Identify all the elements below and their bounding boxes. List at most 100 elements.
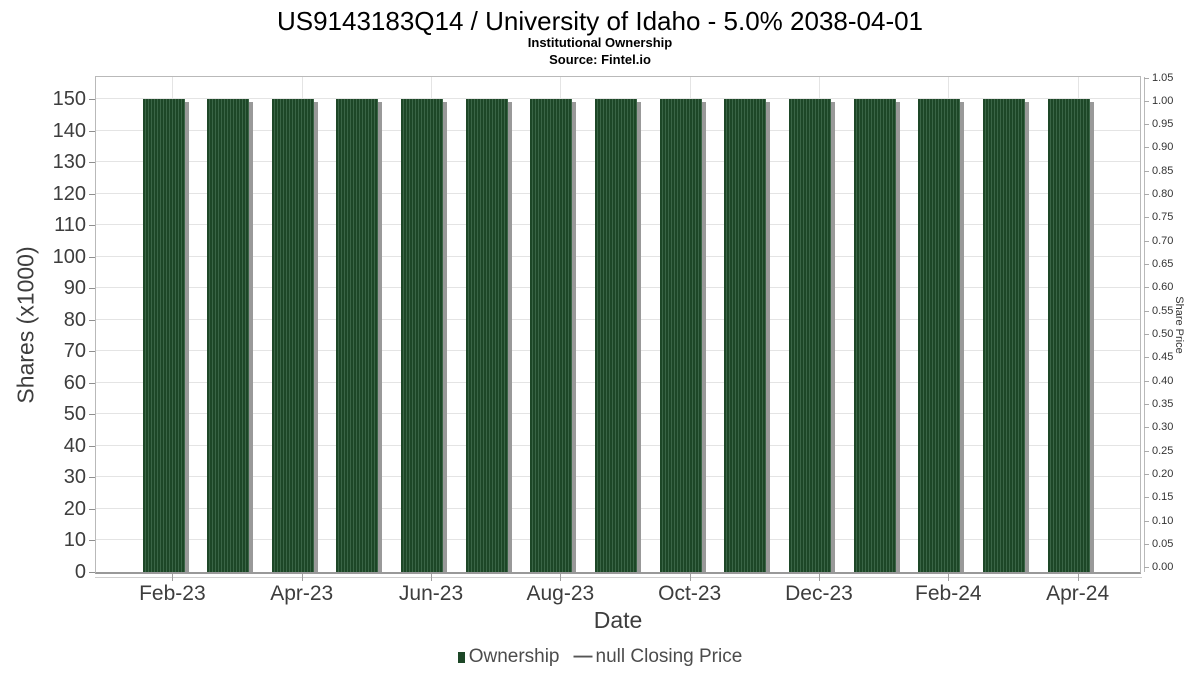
legend-item-ownership: Ownership (457, 646, 560, 668)
right-axis-tick-mark (1144, 310, 1149, 312)
y-axis-tick-label: 10 (63, 529, 86, 552)
y-axis-tick-mark (89, 477, 95, 479)
y-axis-tick-mark (89, 351, 95, 353)
right-axis-tick-mark (1144, 427, 1149, 429)
right-axis-tick-mark (1144, 380, 1149, 382)
right-axis-tick-label: 0.65 (1152, 258, 1174, 271)
y-axis-tick-label: 50 (63, 403, 86, 426)
ownership-bar[interactable] (465, 99, 508, 572)
plot-area (95, 76, 1141, 574)
right-axis-tick-mark (1144, 334, 1149, 336)
right-axis-tick-label: 0.45 (1152, 351, 1174, 364)
y-axis-tick-mark (89, 540, 95, 542)
x-axis-tick-mark (172, 574, 174, 581)
right-axis-tick-label: 1.05 (1152, 71, 1174, 84)
right-axis-tick-mark (1144, 287, 1149, 289)
ownership-bar[interactable] (336, 99, 379, 572)
x-axis-tick-mark (301, 574, 303, 581)
y-axis-tick-mark (89, 162, 95, 164)
right-axis-tick-label: 0.10 (1152, 514, 1174, 527)
x-axis-tick-mark (560, 574, 562, 581)
ownership-bar[interactable] (724, 99, 767, 572)
chart-subtitle: Institutional Ownership (527, 35, 673, 50)
right-axis-tick-mark (1144, 170, 1149, 172)
ownership-bar[interactable] (207, 99, 250, 572)
x-axis-spine (95, 577, 1142, 578)
y-axis-tick-mark (89, 445, 95, 447)
y-axis-tick-label: 0 (74, 561, 86, 583)
x-axis-tick-mark (948, 574, 950, 581)
ownership-legend-swatch-icon (457, 651, 465, 663)
y-axis-tick-label: 70 (63, 340, 86, 363)
x-axis-tick-label: Feb-23 (139, 582, 206, 605)
right-axis-tick-label: 0.20 (1152, 468, 1174, 481)
right-axis-tick-label: 0.00 (1152, 561, 1174, 574)
y-axis-tick-label: 40 (63, 434, 86, 457)
right-axis-tick-mark (1144, 264, 1149, 266)
right-axis-tick-label: 0.30 (1152, 421, 1174, 434)
right-axis-tick-label: 0.90 (1152, 141, 1174, 154)
right-axis-tick-mark (1144, 567, 1149, 569)
right-axis-tick-mark (1144, 124, 1149, 126)
right-axis-tick-mark (1144, 147, 1149, 149)
ownership-legend-label: Ownership (468, 646, 560, 667)
right-axis-tick-label: 0.80 (1152, 188, 1174, 201)
ownership-bar[interactable] (401, 99, 444, 572)
ownership-bar[interactable] (142, 99, 185, 572)
y-axis-tick-mark (89, 288, 95, 290)
y-axis-tick-label: 100 (52, 245, 86, 268)
y-axis-tick-label: 140 (52, 119, 86, 142)
ownership-bar[interactable] (983, 99, 1026, 572)
right-axis-tick-mark (1144, 194, 1149, 196)
right-axis-tick-label: 0.25 (1152, 444, 1174, 457)
chart-title: US9143183Q14 / University of Idaho - 5.0… (276, 6, 924, 36)
y-axis-tick-mark (89, 382, 95, 384)
right-axis-tick-mark (1144, 357, 1149, 359)
ownership-bar[interactable] (853, 99, 896, 572)
x-axis-tick-label: Apr-23 (270, 582, 334, 605)
y-axis-tick-label: 130 (52, 151, 86, 174)
x-axis-tick-mark (819, 574, 820, 581)
y-axis-tick-mark (89, 319, 95, 321)
y-axis-tick-mark (89, 572, 95, 573)
ownership-bar[interactable] (659, 99, 702, 572)
y-axis-tick-mark (89, 508, 95, 510)
y-axis-tick-label: 20 (63, 497, 86, 520)
right-axis-tick-label: 0.60 (1152, 281, 1174, 294)
right-axis-tick-mark (1144, 77, 1149, 79)
ownership-bar[interactable] (595, 99, 638, 572)
ownership-bar[interactable] (918, 99, 961, 572)
right-axis-tick-label: 0.75 (1152, 211, 1174, 224)
closing-price-legend-label: null Closing Price (595, 646, 743, 667)
right-axis-tick-label: 0.15 (1152, 491, 1174, 504)
y-axis-tick-label: 150 (52, 88, 86, 110)
chart-source: Source: Fintel.io (549, 52, 651, 67)
right-axis-tick-mark (1144, 520, 1149, 522)
right-axis-tick-label: 0.50 (1152, 328, 1174, 341)
x-axis-tick-mark (431, 574, 433, 581)
y-axis-tick-label: 30 (63, 466, 86, 489)
x-axis-tick-label: Oct-23 (658, 582, 722, 605)
x-axis-tick-label: Dec-23 (785, 582, 853, 605)
y-axis-tick-label: 110 (54, 214, 86, 237)
right-axis-tick-mark (1144, 544, 1149, 546)
ownership-bar[interactable] (530, 99, 573, 572)
right-axis-tick-label: 0.70 (1152, 234, 1174, 247)
ownership-bar[interactable] (271, 99, 314, 572)
x-axis-tick-label: Aug-23 (526, 582, 595, 605)
right-axis-tick-label: 0.55 (1152, 304, 1174, 317)
right-axis-tick-label: 1.00 (1152, 94, 1174, 107)
right-axis-tick-label: 0.85 (1152, 164, 1174, 177)
x-axis-tick-label: Apr-24 (1046, 582, 1110, 605)
right-axis-spine (1144, 77, 1145, 572)
y-axis-tick-label: 60 (63, 371, 86, 394)
ownership-bar[interactable] (1047, 99, 1090, 572)
y-axis-tick-label: 120 (52, 182, 86, 205)
right-axis-tick-mark (1144, 100, 1149, 102)
legend-item-closing-price: — null Closing Price (560, 646, 743, 668)
y-axis-tick-mark (89, 193, 95, 195)
legend: Ownership — null Closing Price (0, 646, 1200, 668)
ownership-bar[interactable] (789, 99, 832, 572)
right-axis-tick-mark (1144, 450, 1149, 452)
